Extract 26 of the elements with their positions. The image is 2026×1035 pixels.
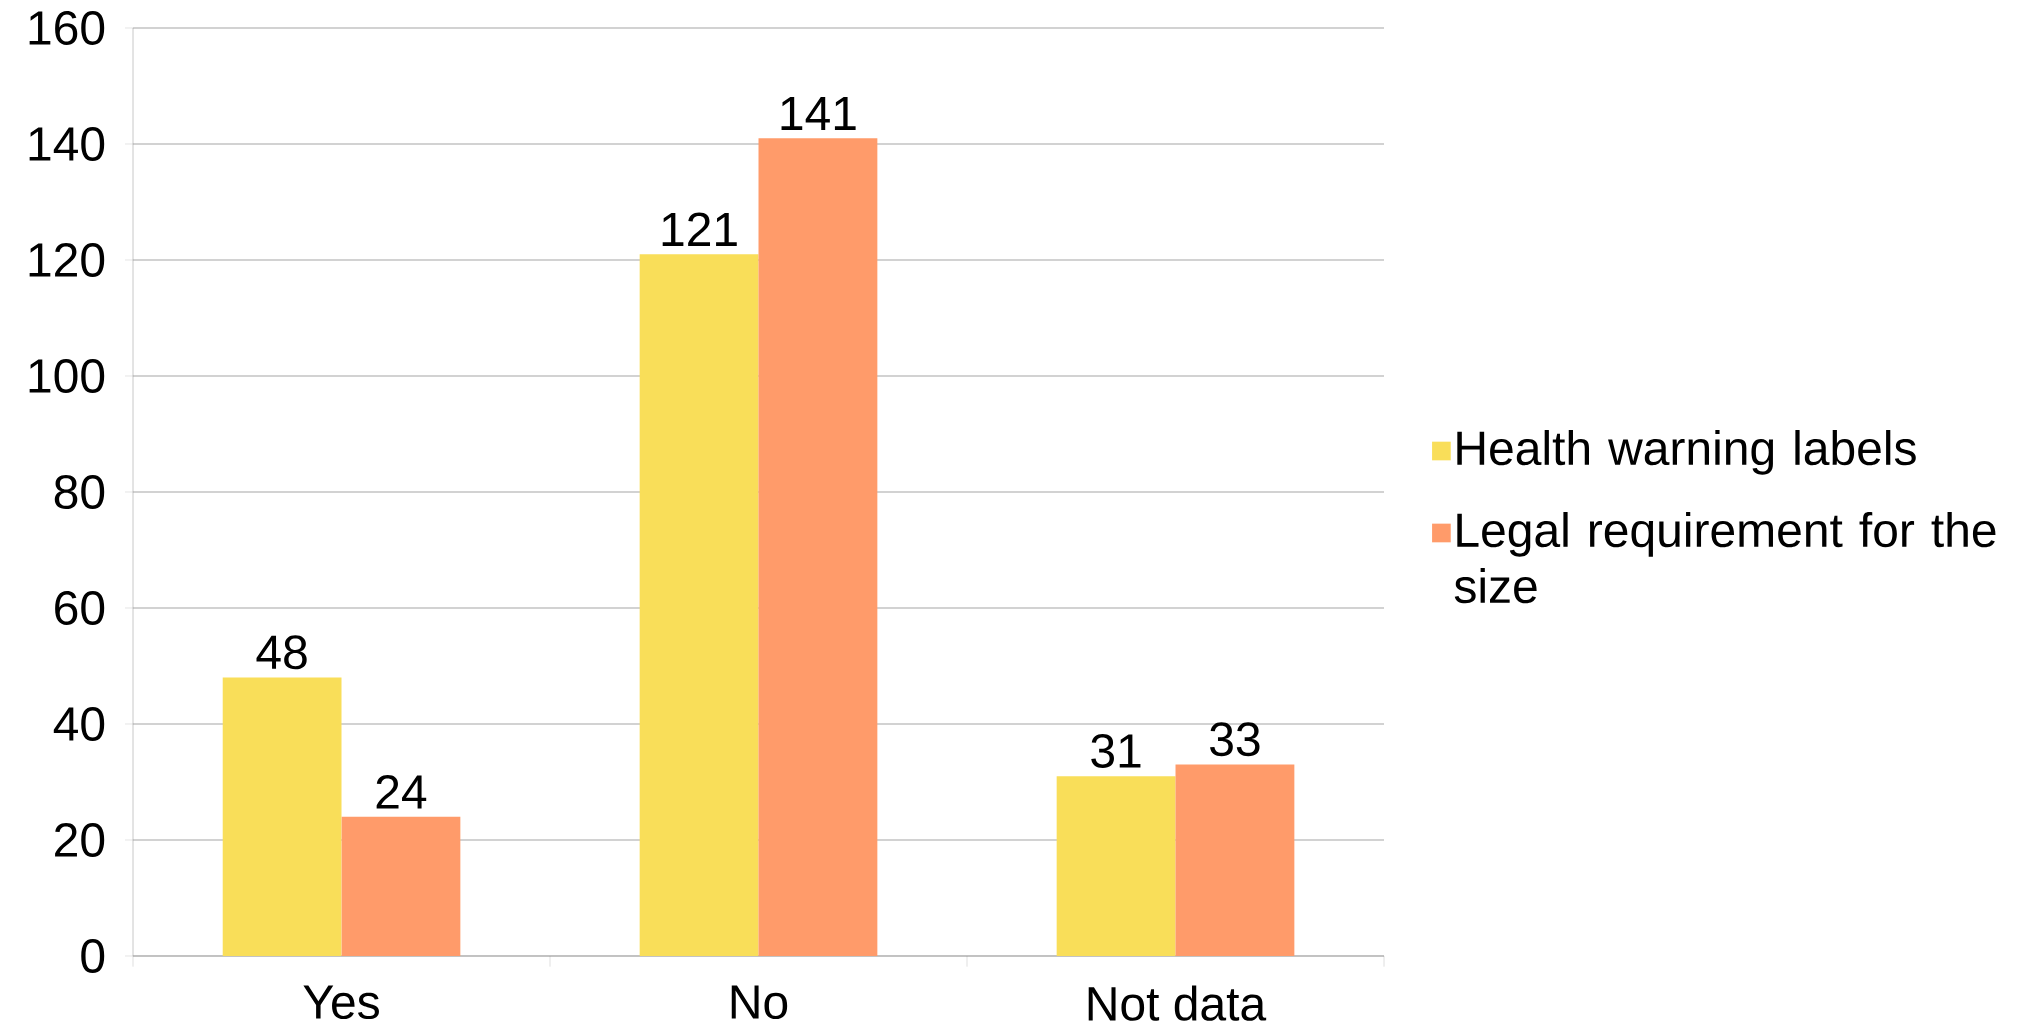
data-label: 121	[662, 212, 737, 246]
bar	[758, 138, 878, 956]
bar	[639, 254, 759, 956]
y-tick-label: 120	[29, 243, 105, 277]
x-tick-label: Yes	[303, 985, 379, 1020]
x-tick-label: Not data	[1088, 985, 1267, 1021]
data-label: 48	[256, 635, 307, 670]
legend-label: Legal requirement for the size	[1454, 512, 1996, 604]
bar	[222, 677, 342, 956]
y-tick-label: 160	[29, 11, 105, 45]
data-label: 141	[781, 96, 856, 130]
bar	[341, 816, 461, 956]
legend-label: Health warning labels	[1457, 430, 1916, 475]
y-tick-label: 40	[53, 707, 105, 741]
y-tick-label: 100	[29, 359, 105, 393]
y-tick-label: 0	[81, 939, 105, 973]
data-label: 24	[376, 775, 427, 809]
y-tick-label: 20	[55, 823, 105, 857]
data-label: 31	[1091, 733, 1141, 768]
y-tick-label: 140	[29, 127, 105, 161]
y-tick-label: 80	[54, 475, 105, 509]
data-label: 33	[1210, 722, 1260, 757]
bar	[1056, 776, 1176, 956]
x-tick-label: No	[731, 985, 788, 1020]
y-tick-label: 60	[55, 591, 105, 625]
bar	[1175, 764, 1295, 956]
